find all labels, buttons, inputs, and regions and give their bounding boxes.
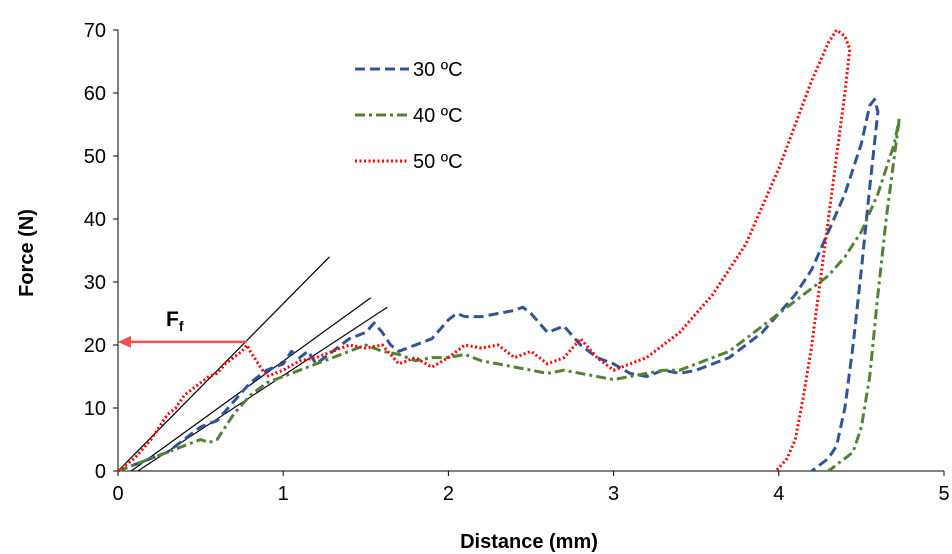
x-tick-label: 2 (443, 483, 454, 505)
annotation-arrow-head (118, 335, 131, 348)
legend-label: 30 ºC (413, 59, 463, 81)
legend-label: 50 ºC (413, 151, 463, 173)
y-tick-label: 50 (84, 146, 106, 168)
axes (113, 29, 945, 476)
legend: 30 ºC 40 ºC 50 ºC (355, 59, 463, 173)
series-line (117, 116, 901, 473)
data-series (117, 28, 901, 473)
y-tick-label: 20 (84, 335, 106, 357)
annotation: Ff (118, 308, 247, 348)
annotation-main: F (166, 308, 179, 331)
tangent-lines (117, 256, 388, 472)
y-tick-label: 60 (84, 83, 106, 105)
y-tick-label: 30 (84, 272, 106, 294)
series-line (117, 97, 880, 473)
x-tick-label: 5 (938, 483, 949, 505)
x-tick-label: 0 (112, 483, 123, 505)
tangent-line (130, 297, 372, 472)
x-tick-label: 4 (773, 483, 784, 505)
y-axis-title: Force (N) (16, 209, 38, 297)
annotation-subscript: f (179, 318, 184, 334)
y-tick-label: 0 (95, 461, 106, 483)
x-tick-label: 3 (608, 483, 619, 505)
y-tick-label: 40 (84, 209, 106, 231)
y-tick-label: 70 (84, 20, 106, 42)
annotation-label: Ff (166, 308, 184, 334)
x-axis-title: Distance (mm) (460, 531, 598, 553)
x-tick-label: 1 (278, 483, 289, 505)
tick-labels: 0 10 20 30 40 50 60 70 0 1 2 3 4 5 (84, 20, 950, 505)
series-line (117, 28, 852, 473)
legend-label: 40 ºC (413, 105, 463, 127)
y-tick-label: 10 (84, 398, 106, 420)
